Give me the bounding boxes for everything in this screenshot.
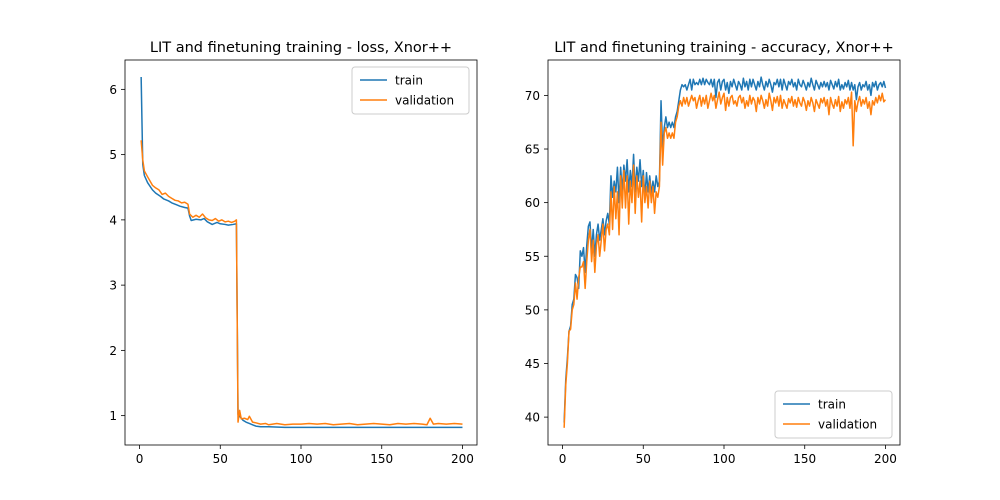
y-tick-label: 60 — [525, 196, 540, 210]
legend-label-train: train — [395, 74, 423, 88]
legend-label-validation: validation — [395, 94, 454, 108]
legend: train validation — [351, 66, 470, 115]
loss-chart: LIT and finetuning training - loss, Xnor… — [109, 40, 478, 466]
y-tick-label: 40 — [525, 411, 540, 425]
y-tick-label: 3 — [109, 279, 117, 293]
legend-label-validation: validation — [818, 418, 877, 432]
x-tick-label: 200 — [451, 452, 474, 466]
legend-label-train: train — [818, 398, 846, 412]
legend-box — [774, 390, 893, 439]
legend-box — [351, 66, 470, 115]
y-tick-label: 50 — [525, 303, 540, 317]
x-tick-label: 50 — [213, 452, 228, 466]
series-line-validation — [563, 91, 887, 428]
y-tick-label: 5 — [109, 148, 117, 162]
x-tick-label: 150 — [370, 452, 393, 466]
y-tick-label: 2 — [109, 344, 117, 358]
y-tick-label: 55 — [525, 250, 540, 264]
y-tick-label: 1 — [109, 409, 117, 423]
series-line-train — [140, 76, 463, 429]
accuracy-chart: LIT and finetuning training - accuracy, … — [525, 40, 901, 466]
x-tick-label: 150 — [793, 452, 816, 466]
y-tick-label: 70 — [525, 89, 540, 103]
series-line-validation — [140, 140, 463, 426]
y-tick-label: 45 — [525, 357, 540, 371]
x-tick-label: 0 — [136, 452, 144, 466]
x-tick-label: 100 — [713, 452, 736, 466]
chart-title: LIT and finetuning training - accuracy, … — [554, 40, 894, 56]
y-tick-label: 6 — [109, 83, 117, 97]
y-tick-label: 65 — [525, 143, 540, 157]
legend: train validation — [774, 390, 893, 439]
series-line-train — [563, 76, 887, 423]
chart-title: LIT and finetuning training - loss, Xnor… — [150, 40, 452, 56]
x-tick-label: 100 — [290, 452, 313, 466]
y-tick-label: 4 — [109, 213, 117, 227]
x-tick-label: 0 — [559, 452, 567, 466]
x-tick-label: 50 — [636, 452, 651, 466]
x-tick-label: 200 — [874, 452, 897, 466]
